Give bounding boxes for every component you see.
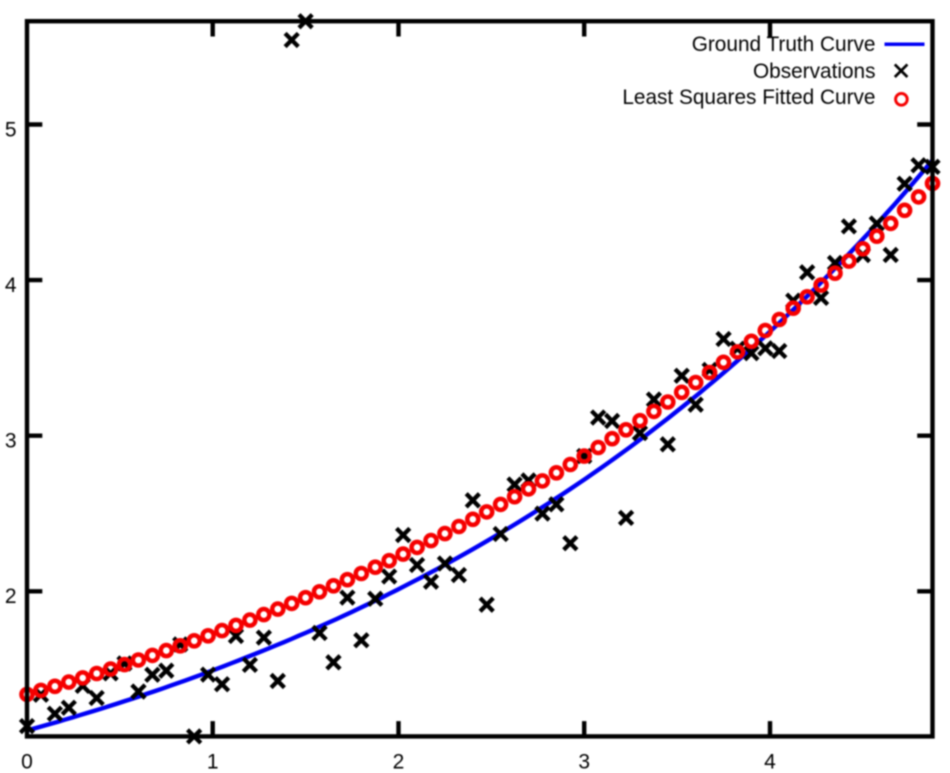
svg-text:2: 2 bbox=[393, 751, 405, 773]
svg-text:3: 3 bbox=[5, 430, 17, 453]
svg-text:4: 4 bbox=[5, 274, 17, 297]
svg-text:Least Squares Fitted Curve: Least Squares Fitted Curve bbox=[622, 86, 875, 109]
svg-text:0: 0 bbox=[21, 751, 33, 773]
svg-text:2: 2 bbox=[5, 585, 17, 608]
svg-text:Observations: Observations bbox=[753, 60, 876, 83]
svg-text:3: 3 bbox=[578, 751, 590, 773]
svg-text:Ground Truth Curve: Ground Truth Curve bbox=[692, 33, 876, 56]
svg-text:5: 5 bbox=[5, 118, 17, 141]
svg-text:1: 1 bbox=[207, 751, 219, 773]
svg-text:4: 4 bbox=[764, 751, 776, 773]
